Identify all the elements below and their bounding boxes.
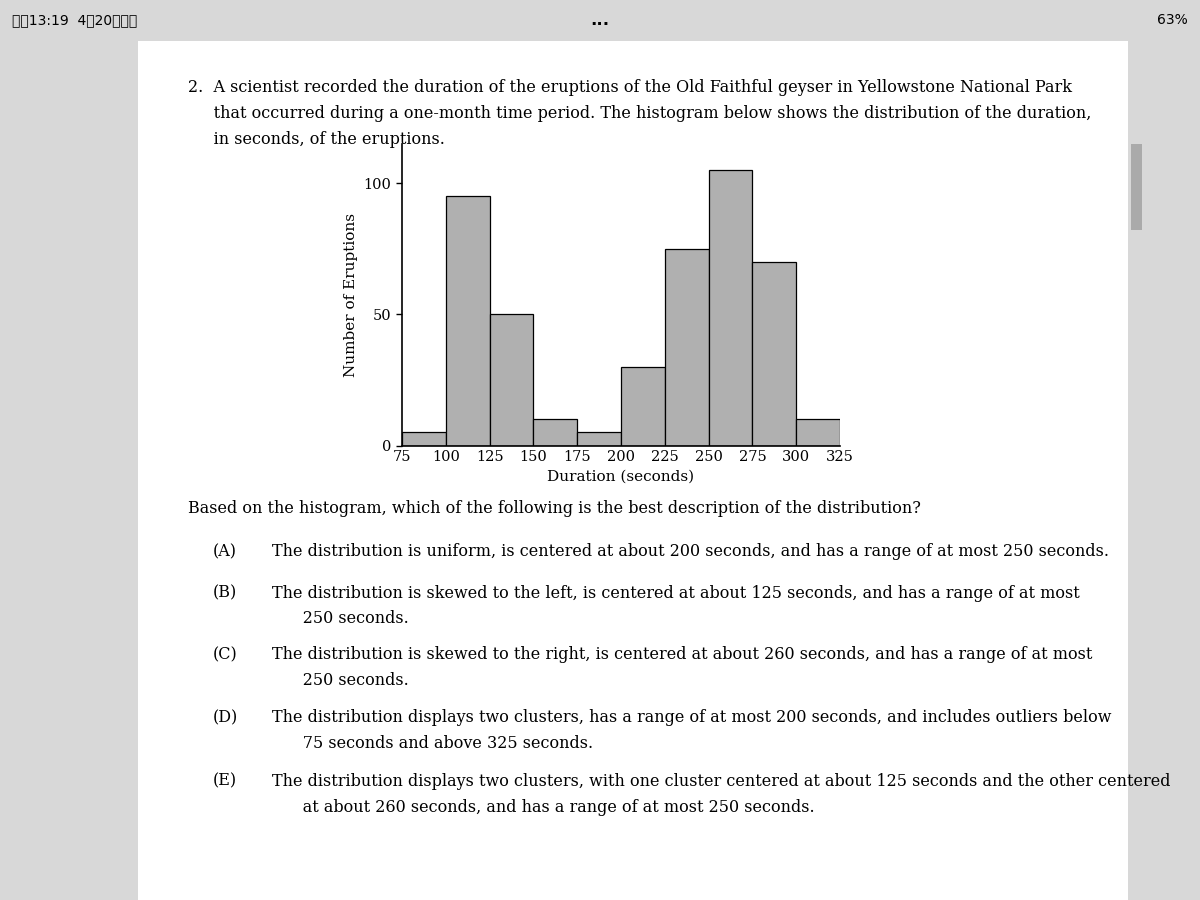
Bar (490, 314, 533, 446)
Bar (797, 419, 840, 446)
Text: The distribution is uniform, is centered at about 200 seconds, and has a range o: The distribution is uniform, is centered… (271, 544, 1109, 561)
Text: 250 seconds.: 250 seconds. (271, 610, 408, 627)
Text: The distribution is skewed to the right, is centered at about 260 seconds, and h: The distribution is skewed to the right,… (271, 646, 1092, 663)
Text: 2.  A scientist recorded the duration of the eruptions of the Old Faithful geyse: 2. A scientist recorded the duration of … (187, 79, 1072, 96)
Bar (577, 432, 622, 446)
Text: (C): (C) (212, 646, 238, 663)
Text: The distribution is skewed to the left, is centered at about 125 seconds, and ha: The distribution is skewed to the left, … (271, 585, 1080, 601)
Text: at about 260 seconds, and has a range of at most 250 seconds.: at about 260 seconds, and has a range of… (271, 798, 815, 815)
Text: (D): (D) (212, 709, 238, 726)
Text: 75 seconds and above 325 seconds.: 75 seconds and above 325 seconds. (271, 735, 593, 752)
Text: The distribution displays two clusters, has a range of at most 200 seconds, and : The distribution displays two clusters, … (271, 709, 1111, 726)
Text: ...: ... (590, 11, 610, 29)
X-axis label: Duration (seconds): Duration (seconds) (547, 470, 695, 484)
Text: (E): (E) (212, 773, 236, 790)
Text: in seconds, of the eruptions.: in seconds, of the eruptions. (187, 130, 444, 148)
Text: (B): (B) (212, 585, 236, 601)
Bar (402, 432, 446, 446)
Text: The distribution displays two clusters, with one cluster centered at about 125 s: The distribution displays two clusters, … (271, 773, 1170, 790)
Bar (1130, 144, 1142, 230)
Text: Based on the histogram, which of the following is the best description of the di: Based on the histogram, which of the fol… (187, 500, 920, 518)
Bar (622, 367, 665, 446)
Bar (446, 196, 490, 446)
Text: that occurred during a one-month time period. The histogram below shows the dist: that occurred during a one-month time pe… (187, 105, 1091, 122)
Bar (665, 249, 708, 446)
Text: 下午13:19  4月20日周三: 下午13:19 4月20日周三 (12, 14, 137, 27)
Bar (534, 419, 577, 446)
Bar (708, 170, 752, 446)
Y-axis label: Number of Eruptions: Number of Eruptions (344, 212, 358, 377)
Text: 63%: 63% (1157, 14, 1188, 27)
Bar (752, 262, 797, 446)
Text: (A): (A) (212, 544, 236, 561)
Text: 250 seconds.: 250 seconds. (271, 672, 408, 689)
